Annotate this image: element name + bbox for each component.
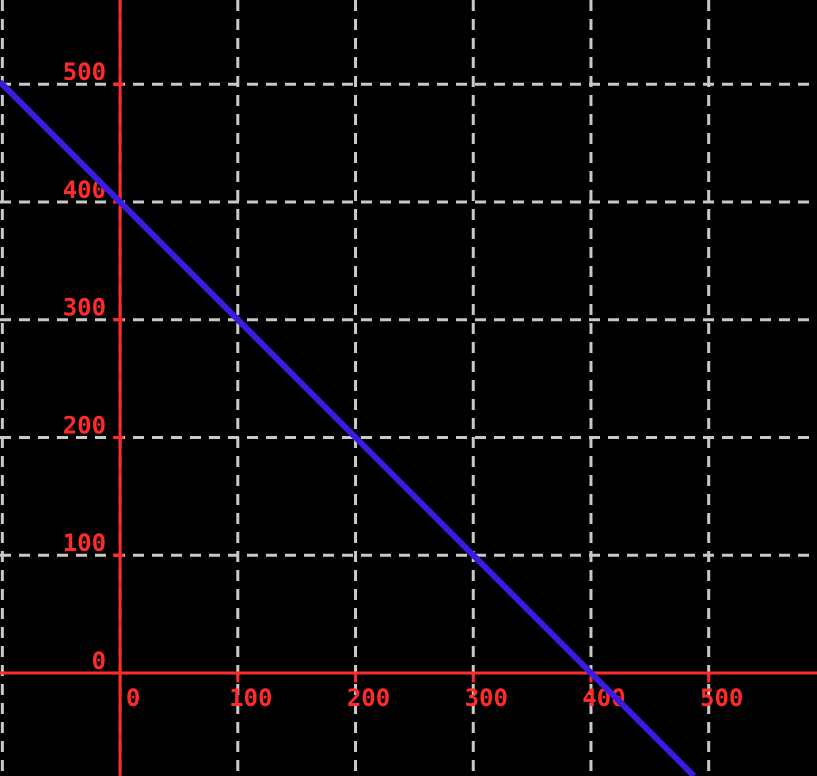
x-tick-label: 500	[700, 684, 743, 712]
x-tick-label: 300	[465, 684, 508, 712]
x-tick-label: 0	[126, 684, 140, 712]
x-tick-label: 100	[229, 684, 272, 712]
data-line	[0, 79, 697, 776]
x-tick-label: 200	[347, 684, 390, 712]
y-tick-label: 300	[63, 294, 106, 322]
y-tick-label: 500	[63, 58, 106, 86]
y-tick-label: 0	[92, 647, 106, 675]
y-tick-label: 200	[63, 411, 106, 439]
y-tick-label: 100	[63, 529, 106, 557]
